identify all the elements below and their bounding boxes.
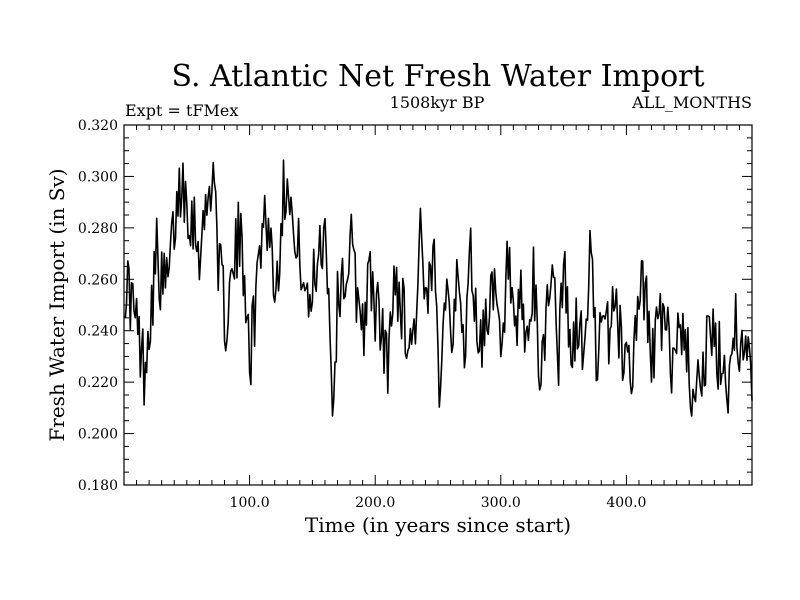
y-tick-label: 0.280 [78,221,118,237]
x-tick-label: 300.0 [481,495,521,511]
period-label: 1508kyr BP [390,93,485,112]
x-tick-label: 100.0 [230,495,270,511]
months-label: ALL_MONTHS [631,93,752,112]
experiment-label: Expt = tFMex [125,101,238,120]
x-tick-label: 200.0 [355,495,395,511]
series-line [124,159,753,417]
y-axis-label: Fresh Water Import (in Sv) [45,168,69,441]
y-tick-label: 0.320 [78,118,118,134]
y-tick-label: 0.220 [78,375,118,391]
x-tick-label: 400.0 [606,495,646,511]
y-tick-label: 0.240 [78,324,118,340]
y-tick-label: 0.200 [78,427,118,443]
x-axis-label: Time (in years since start) [305,513,571,537]
y-tick-label: 0.300 [78,169,118,185]
chart-title: S. Atlantic Net Fresh Water Import [171,59,704,94]
plot-frame [123,124,753,486]
y-tick-label: 0.180 [78,478,118,494]
axes: 100.0 200.0 300.0 400.0 0.180 0.200 0.220 0.240… [78,118,752,511]
y-tick-label: 0.260 [78,272,118,288]
